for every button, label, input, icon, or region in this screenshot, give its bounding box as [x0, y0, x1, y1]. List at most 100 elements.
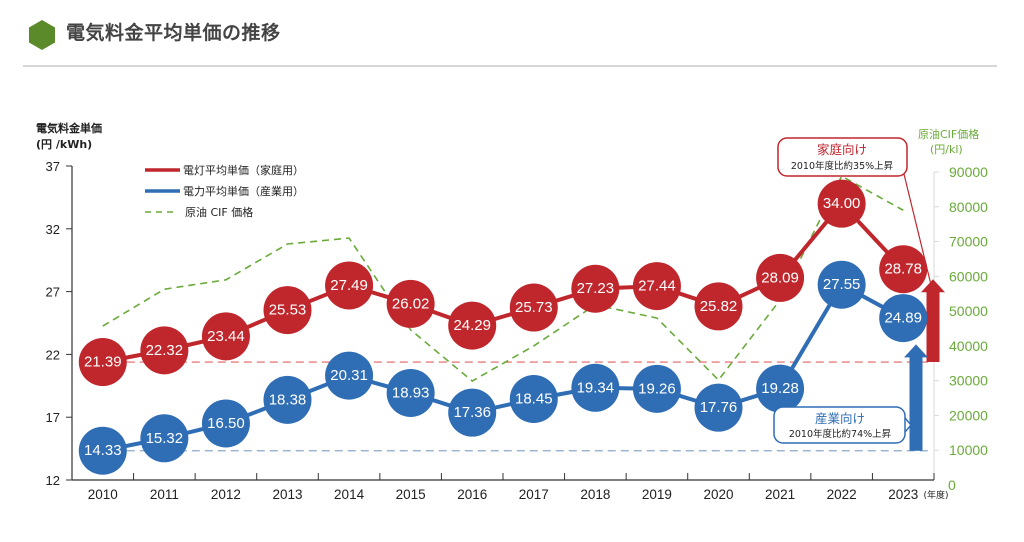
callouts: 家庭向け 2010年度比約35%上昇 産業向け 2010年度比約74%上昇	[773, 137, 934, 444]
x-axis-label: 2021	[765, 487, 795, 502]
industrial-increase-arrow	[904, 344, 928, 451]
household-bubble	[325, 261, 374, 310]
industrial-point: 18.93	[386, 368, 435, 417]
household-data-label: 27.23	[577, 280, 615, 297]
right-axis-tick-label: 10000	[949, 442, 988, 458]
industrial-point: 19.26	[632, 364, 681, 413]
household-point: 23.44	[201, 312, 250, 361]
industrial-data-label: 17.36	[453, 404, 491, 421]
industrial-bubble	[325, 351, 374, 400]
callout-household-title: 家庭向け	[817, 142, 867, 157]
industrial-bubble	[448, 388, 497, 437]
callout-household-text: 2010年度比約35%上昇	[791, 160, 894, 172]
industrial-bubble	[263, 375, 312, 424]
x-axis-label: 2023	[888, 487, 918, 502]
household-bubble	[879, 245, 928, 294]
x-axis-label: 2016	[457, 487, 487, 502]
industrial-data-label: 24.89	[884, 310, 922, 327]
hexagon-icon	[29, 20, 55, 50]
industrial-point: 16.50	[201, 399, 250, 448]
household-bubble	[756, 253, 805, 302]
x-axis-unit: (年度)	[923, 489, 948, 501]
industrial-bubble	[817, 260, 866, 309]
household-point: 27.44	[632, 262, 681, 311]
industrial-point: 20.31	[325, 351, 374, 400]
x-axis-label: 2018	[580, 487, 610, 502]
household-point: 28.09	[756, 253, 805, 302]
right-axis-tick-label: 0	[948, 477, 956, 493]
right-axis-tick-label: 20000	[949, 407, 988, 423]
x-axis-label: 2017	[519, 487, 549, 502]
callout-industrial-pointer	[904, 417, 912, 433]
industrial-bubble	[756, 364, 805, 413]
header-divider	[23, 65, 997, 67]
industrial-bubble	[509, 374, 558, 423]
data-bubbles: 14.33 15.32 16.50 18.38 20.31 18.93 17.36 18.45…	[78, 179, 928, 475]
household-bubble	[140, 326, 189, 375]
callout-household-connector	[902, 169, 934, 294]
household-data-label: 25.53	[269, 302, 307, 319]
industrial-bubble	[879, 294, 928, 343]
household-bubble	[78, 338, 127, 387]
industrial-data-label: 18.93	[392, 384, 430, 401]
household-point: 27.23	[571, 264, 620, 313]
x-axis-label: 2020	[703, 487, 733, 502]
x-axis-label: 2011	[150, 487, 179, 502]
industrial-data-label: 19.28	[761, 380, 799, 397]
axes: 37 32 27 22 17 12 2010 2011 2012 2013 2014 2015 2016…	[46, 159, 989, 502]
industrial-point: 19.34	[571, 363, 620, 412]
industrial-data-label: 17.76	[700, 399, 738, 416]
industrial-data-label: 18.38	[269, 391, 307, 408]
household-data-label: 27.49	[330, 277, 368, 294]
right-axis-tick-label: 60000	[949, 268, 988, 284]
industrial-point: 27.55	[817, 260, 866, 309]
household-data-label: 25.82	[700, 298, 738, 315]
right-axis-title-line2: (円/kl)	[930, 143, 963, 156]
right-axis-tick-label: 50000	[949, 303, 988, 319]
industrial-data-label: 19.26	[638, 380, 676, 397]
household-point: 27.49	[325, 261, 374, 310]
industrial-data-label: 18.45	[515, 390, 553, 407]
right-axis-tick-label: 70000	[949, 234, 988, 250]
industrial-point: 17.76	[694, 383, 743, 432]
household-data-label: 28.09	[761, 269, 799, 286]
household-bubble	[817, 179, 866, 228]
household-point: 25.53	[263, 286, 312, 335]
callout-industrial-text: 2010年度比約74%上昇	[789, 428, 892, 440]
industrial-point: 24.89	[879, 294, 928, 343]
page-header: 電気料金平均単価の推移	[0, 0, 1024, 70]
industrial-point: 15.32	[140, 414, 189, 463]
household-increase-arrow	[921, 279, 945, 363]
industrial-data-label: 16.50	[207, 415, 245, 432]
industrial-data-label: 27.55	[823, 276, 861, 293]
household-point: 26.02	[386, 279, 435, 328]
x-axis-label: 2015	[396, 487, 426, 502]
x-axis-label: 2022	[827, 487, 857, 502]
household-point: 21.39	[78, 338, 127, 387]
household-point: 34.00	[817, 179, 866, 228]
industrial-point: 19.28	[756, 364, 805, 413]
industrial-data-label: 14.33	[84, 442, 122, 459]
left-axis-tick-label: 32	[46, 222, 60, 237]
household-point: 24.29	[448, 301, 497, 350]
left-axis-tick-label: 12	[46, 473, 60, 488]
industrial-data-label: 19.34	[577, 379, 615, 396]
left-axis-title-line1: 電気料金単価	[36, 121, 102, 135]
left-axis-tick-label: 37	[46, 159, 60, 174]
household-bubble	[632, 262, 681, 311]
legend-label-industrial: 電力平均単価（産業用）	[183, 184, 304, 198]
industrial-bubble	[201, 399, 250, 448]
industrial-point: 14.33	[78, 426, 127, 475]
crude-oil-line	[102, 175, 904, 382]
household-bubble	[201, 312, 250, 361]
right-axis-tick-label: 80000	[949, 199, 988, 215]
industrial-bubble	[571, 363, 620, 412]
left-axis-tick-label: 22	[46, 347, 60, 362]
right-axis-tick-label: 90000	[949, 164, 988, 180]
household-bubble	[509, 283, 558, 332]
household-data-label: 24.29	[453, 317, 491, 334]
x-axis-label: 2019	[642, 487, 672, 502]
industrial-bubble	[140, 414, 189, 463]
industrial-point: 18.45	[509, 374, 558, 423]
household-point: 25.73	[509, 283, 558, 332]
